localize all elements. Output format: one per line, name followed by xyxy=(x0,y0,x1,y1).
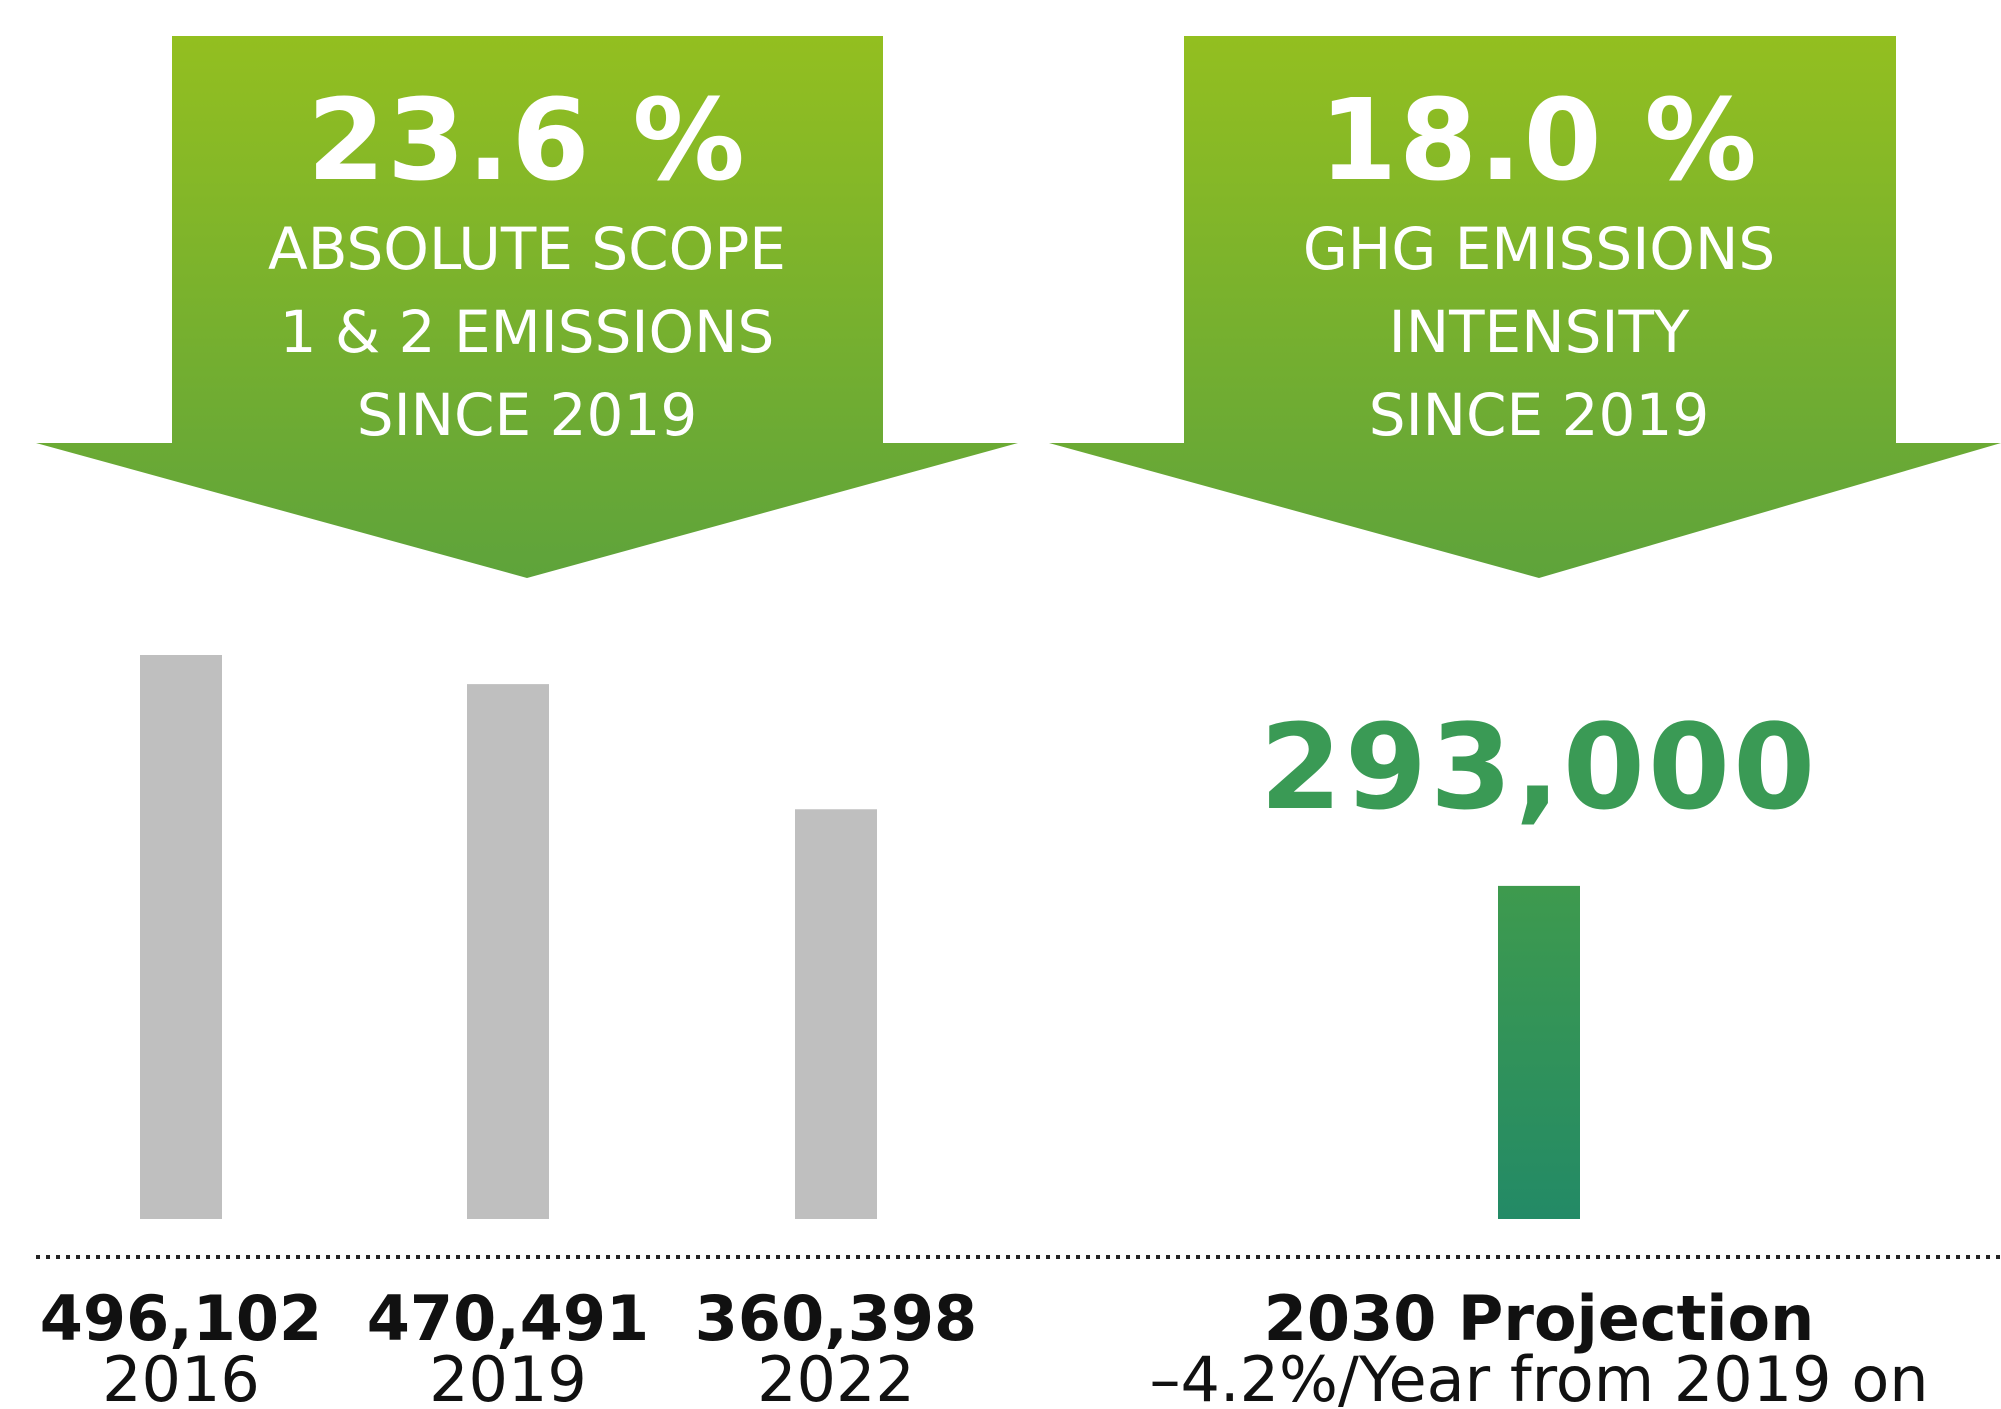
callout-line: ABSOLUTE SCOPE xyxy=(268,215,786,283)
bar xyxy=(1498,885,1580,1219)
callout-headline: 23.6 % xyxy=(307,76,747,206)
value-label: 360,398 xyxy=(695,1282,977,1355)
value-label: 470,491 xyxy=(367,1282,649,1355)
projection-note: –4.2%/Year from 2019 on xyxy=(1149,1343,1928,1409)
arrow xyxy=(36,36,1018,578)
bar xyxy=(795,809,877,1219)
category-label: 2016 xyxy=(102,1343,260,1409)
callout-line: INTENSITY xyxy=(1389,298,1690,366)
callout-line: 1 & 2 EMISSIONS xyxy=(280,298,775,366)
callout-line: SINCE 2019 xyxy=(1369,381,1710,449)
category-label: 2019 xyxy=(429,1343,587,1409)
category-label: 2022 xyxy=(757,1343,915,1409)
callout-headline: 18.0 % xyxy=(1319,76,1759,206)
bar xyxy=(467,684,549,1219)
callout-line: SINCE 2019 xyxy=(357,381,698,449)
projection-value-label: 293,000 xyxy=(1260,698,1818,836)
projection-category: 2030 Projection xyxy=(1264,1282,1814,1355)
arrow xyxy=(1049,36,2001,578)
callout-line: GHG EMISSIONS xyxy=(1303,215,1775,283)
bar xyxy=(140,655,222,1219)
value-label: 496,102 xyxy=(40,1282,322,1355)
